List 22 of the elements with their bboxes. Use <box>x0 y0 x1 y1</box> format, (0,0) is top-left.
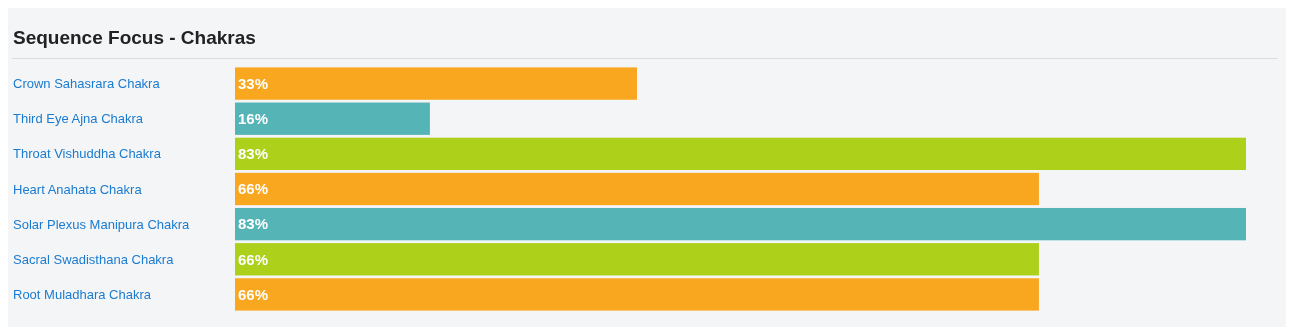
bar <box>235 67 637 100</box>
y-tick-label: Heart Anahata Chakra <box>13 181 143 197</box>
y-tick-label: Crown Sahasrara Chakra <box>13 76 161 92</box>
chart-title: Sequence Focus - Chakras <box>13 27 256 48</box>
data-label: 83% <box>238 145 269 163</box>
bar <box>235 172 1039 206</box>
y-tick-label: Throat Vishuddha Chakra <box>13 146 162 162</box>
data-label: 66% <box>238 180 269 198</box>
y-tick-label: Third Eye Ajna Chakra <box>13 111 144 127</box>
y-tick-label: Root Muladhara Chakra <box>13 286 152 302</box>
y-tick-label: Solar Plexus Manipura Chakra <box>13 216 191 232</box>
y-tick-label: Sacral Swadisthana Chakra <box>13 251 175 267</box>
bar <box>235 102 430 135</box>
bar <box>235 137 1246 171</box>
data-label: 16% <box>238 109 269 127</box>
data-label: 66% <box>238 250 269 268</box>
bar <box>235 207 1246 241</box>
data-label: 33% <box>238 74 269 92</box>
data-label: 83% <box>238 215 269 233</box>
bar <box>235 243 1039 276</box>
data-label: 66% <box>238 285 269 303</box>
bar <box>235 278 1039 311</box>
